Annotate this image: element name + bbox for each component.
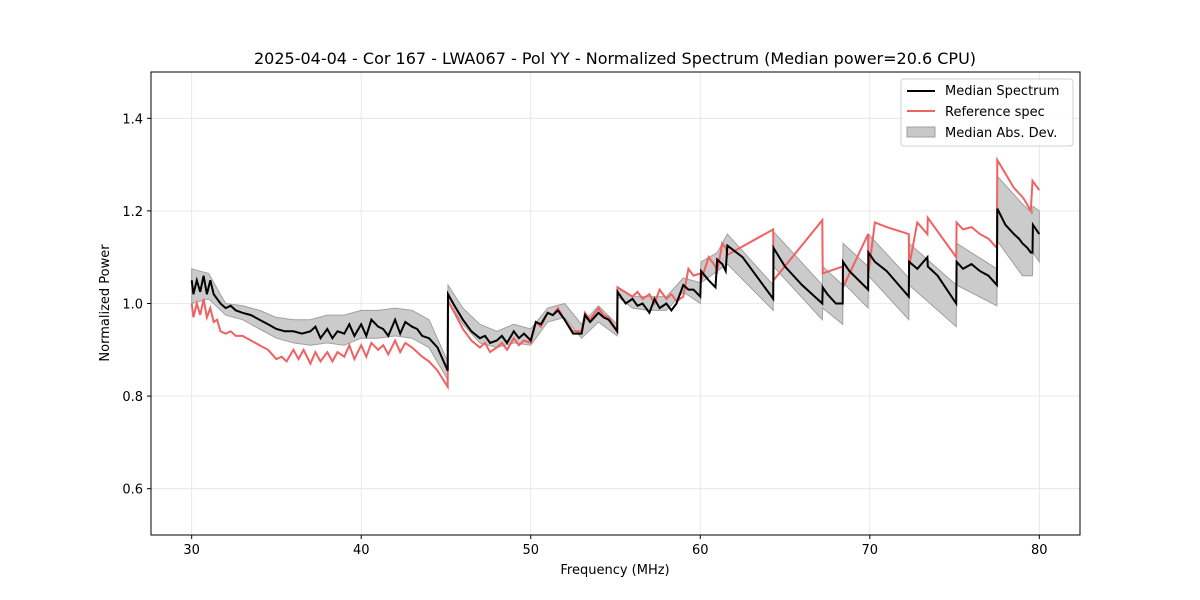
x-axis-label: Frequency (MHz) [560,563,669,578]
y-axis-ticks: 0.6 0.8 1.0 1.2 1.4 [122,112,151,498]
x-tick-label: 50 [522,543,539,558]
y-tick-label: 0.6 [122,483,143,498]
x-tick-label: 30 [183,543,200,558]
legend-median-spectrum-label: Median Spectrum [945,84,1059,99]
x-tick-label: 80 [1031,543,1048,558]
y-axis-label: Normalized Power [98,244,113,362]
legend-reference-spec-label: Reference spec [945,105,1045,120]
median-abs-dev-band [191,174,1040,382]
plot-area [190,156,1041,391]
y-tick-label: 0.8 [122,390,143,405]
y-tick-label: 1.0 [122,298,143,313]
x-tick-label: 40 [353,543,370,558]
x-tick-label: 70 [862,543,879,558]
y-tick-label: 1.2 [122,205,143,220]
legend: Median Spectrum Reference spec Median Ab… [900,78,1074,147]
x-tick-label: 60 [692,543,709,558]
legend-mad-swatch [906,126,936,138]
x-axis-ticks: 30 40 50 60 70 80 [183,535,1048,558]
grid-lines [151,72,1080,535]
chart-title: 2025-04-04 - Cor 167 - LWA067 - Pol YY -… [254,49,976,68]
legend-mad-label: Median Abs. Dev. [945,126,1057,141]
median-spectrum-line [190,208,1041,372]
y-tick-label: 1.4 [122,112,143,127]
legend-box [900,78,1074,147]
